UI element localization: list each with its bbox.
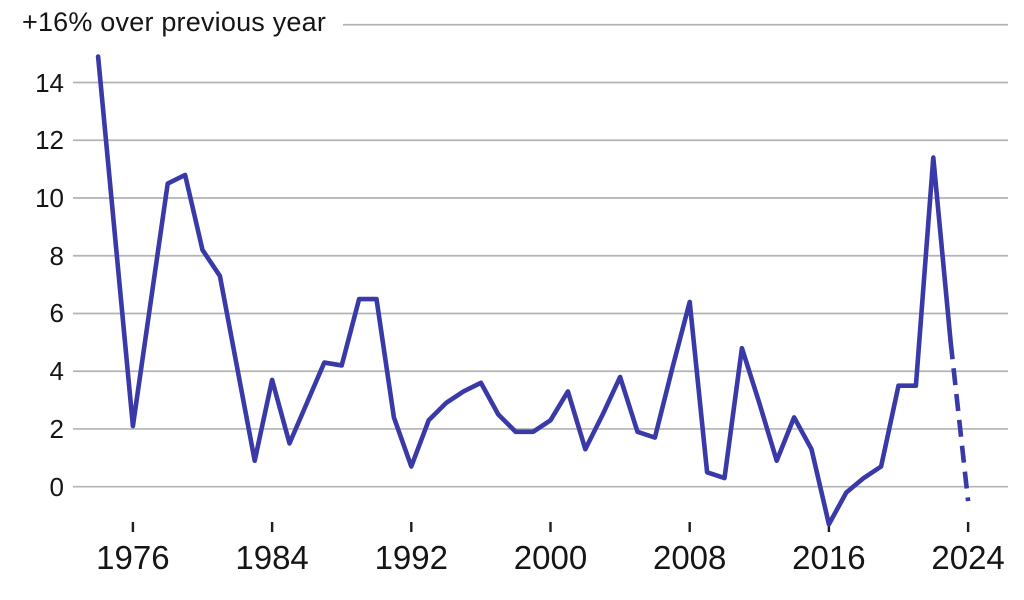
axis-top-annotation-label: +16% over previous year [22, 7, 327, 37]
y-axis-label: 0 [49, 471, 64, 502]
y-axis-label: 6 [49, 298, 64, 329]
y-axis-label: 12 [35, 125, 64, 156]
x-axis-label: 1984 [235, 539, 309, 576]
y-axis-label: 10 [35, 183, 64, 213]
x-axis-label: 1992 [374, 539, 448, 576]
forecast-dashed-line [948, 342, 971, 502]
y-axis-label: 8 [49, 240, 64, 271]
x-axis-label: 2024 [931, 539, 1005, 576]
data-line [95, 54, 954, 527]
x-axis-label: 1976 [96, 539, 170, 576]
y-axis-label: 4 [49, 356, 64, 387]
y-axis-label: 2 [49, 413, 64, 444]
x-axis-label: 2016 [792, 539, 866, 576]
x-axis-label: 2008 [652, 539, 727, 576]
x-axis-label: 2000 [513, 539, 588, 576]
y-axis-label: 14 [35, 67, 64, 98]
